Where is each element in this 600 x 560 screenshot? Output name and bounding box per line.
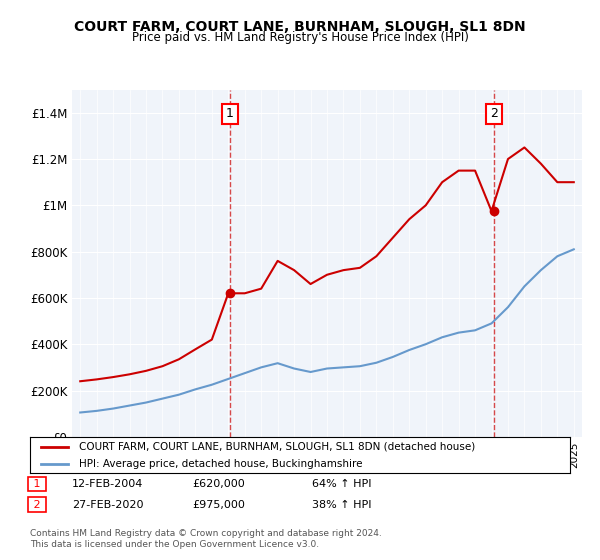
Text: 1: 1	[226, 108, 234, 120]
Text: 38% ↑ HPI: 38% ↑ HPI	[312, 500, 371, 510]
Text: £620,000: £620,000	[192, 479, 245, 489]
Text: 27-FEB-2020: 27-FEB-2020	[72, 500, 143, 510]
Text: 2: 2	[30, 500, 44, 510]
Text: 1: 1	[30, 479, 44, 489]
Text: COURT FARM, COURT LANE, BURNHAM, SLOUGH, SL1 8DN (detached house): COURT FARM, COURT LANE, BURNHAM, SLOUGH,…	[79, 442, 475, 452]
Text: COURT FARM, COURT LANE, BURNHAM, SLOUGH, SL1 8DN: COURT FARM, COURT LANE, BURNHAM, SLOUGH,…	[74, 20, 526, 34]
Text: 64% ↑ HPI: 64% ↑ HPI	[312, 479, 371, 489]
Text: Contains HM Land Registry data © Crown copyright and database right 2024.
This d: Contains HM Land Registry data © Crown c…	[30, 529, 382, 549]
Text: 12-FEB-2004: 12-FEB-2004	[72, 479, 143, 489]
Text: HPI: Average price, detached house, Buckinghamshire: HPI: Average price, detached house, Buck…	[79, 459, 362, 469]
Text: 2: 2	[490, 108, 498, 120]
Text: Price paid vs. HM Land Registry's House Price Index (HPI): Price paid vs. HM Land Registry's House …	[131, 31, 469, 44]
Text: £975,000: £975,000	[192, 500, 245, 510]
